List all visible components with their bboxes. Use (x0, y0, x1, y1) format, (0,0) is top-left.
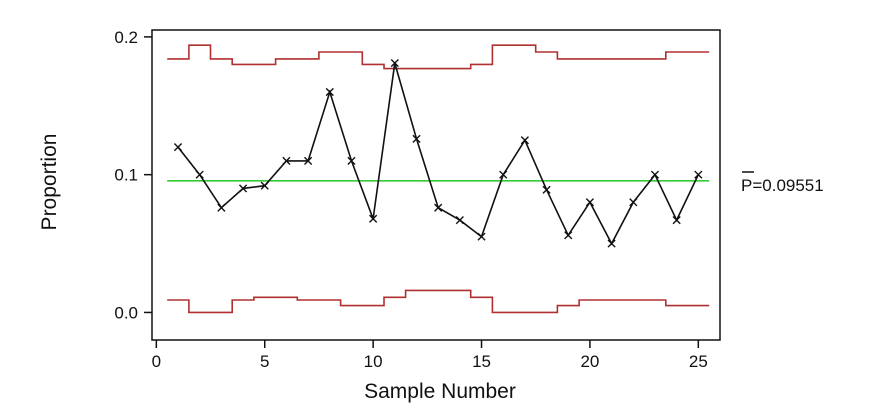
marker-stroke (260, 181, 269, 190)
upper-control-limit (167, 44, 710, 70)
y-axis-title: Proportion (38, 134, 61, 231)
data-point-marker (260, 181, 269, 190)
data-point-marker (650, 170, 660, 179)
data-point-marker (564, 231, 573, 240)
marker-stroke (217, 203, 226, 212)
marker-stroke (173, 143, 183, 152)
marker-stroke (434, 203, 443, 212)
marker-stroke (303, 156, 313, 165)
data-point-marker (694, 170, 703, 179)
plot-frame (151, 29, 721, 341)
marker-stroke (542, 185, 551, 194)
y-axis: 0.0 0.1 0.2 (114, 28, 152, 322)
marker-stroke (390, 58, 399, 68)
y-tick-label: 0.1 (114, 166, 138, 185)
x-tick-label: 0 (152, 352, 161, 371)
center-line-value: P=0.09551 (741, 176, 824, 195)
lower-control-limit (167, 289, 710, 314)
data-point-marker (173, 143, 183, 152)
marker-stroke (629, 198, 638, 207)
data-point-marker (195, 170, 204, 179)
y-tick-label: 0.2 (114, 28, 138, 47)
marker-stroke (694, 170, 703, 179)
marker-stroke (564, 231, 573, 240)
control-limits (167, 44, 710, 314)
data-point-marker (499, 170, 508, 179)
data-point-marker (282, 156, 291, 165)
x-axis: 0 5 10 15 20 25 (152, 340, 708, 371)
data-point-marker (542, 185, 551, 194)
data-point-marker (217, 203, 226, 212)
data-point-marker (303, 156, 313, 165)
data-point-marker (434, 203, 443, 212)
data-point-marker (412, 134, 421, 143)
center-line-label: P=0.09551 (741, 171, 824, 195)
data-point-marker (369, 214, 378, 223)
marker-stroke (455, 216, 464, 225)
data-point-marker (325, 87, 334, 97)
marker-stroke (650, 170, 660, 179)
data-point-marker (607, 239, 616, 248)
marker-stroke (585, 198, 595, 207)
data-point-marker (672, 216, 681, 225)
series-layer (173, 58, 703, 248)
data-point-marker (390, 58, 399, 68)
data-point-marker (347, 156, 356, 165)
x-axis-title: Sample Number (364, 380, 516, 403)
marker-stroke (607, 239, 616, 248)
x-tick-label: 25 (689, 352, 708, 371)
proportion-series-line (177, 62, 700, 246)
x-tick-label: 10 (364, 352, 383, 371)
marker-stroke (238, 184, 248, 193)
marker-stroke (325, 87, 334, 97)
data-point-marker (520, 136, 529, 145)
data-point-marker (455, 216, 464, 225)
marker-stroke (477, 232, 486, 241)
x-tick-label: 15 (472, 352, 491, 371)
x-tick-label: 5 (260, 352, 269, 371)
marker-stroke (347, 156, 356, 165)
x-tick-label: 20 (580, 352, 599, 371)
marker-stroke (672, 216, 681, 225)
marker-stroke (195, 170, 204, 179)
data-point-marker (585, 198, 595, 207)
data-point-marker (477, 232, 486, 241)
data-point-marker (238, 184, 248, 193)
marker-stroke (369, 214, 378, 223)
y-tick-label: 0.0 (114, 303, 138, 322)
marker-stroke (412, 134, 421, 143)
marker-stroke (520, 136, 529, 145)
marker-stroke (282, 156, 291, 165)
data-point-marker (629, 198, 638, 207)
marker-stroke (499, 170, 508, 179)
